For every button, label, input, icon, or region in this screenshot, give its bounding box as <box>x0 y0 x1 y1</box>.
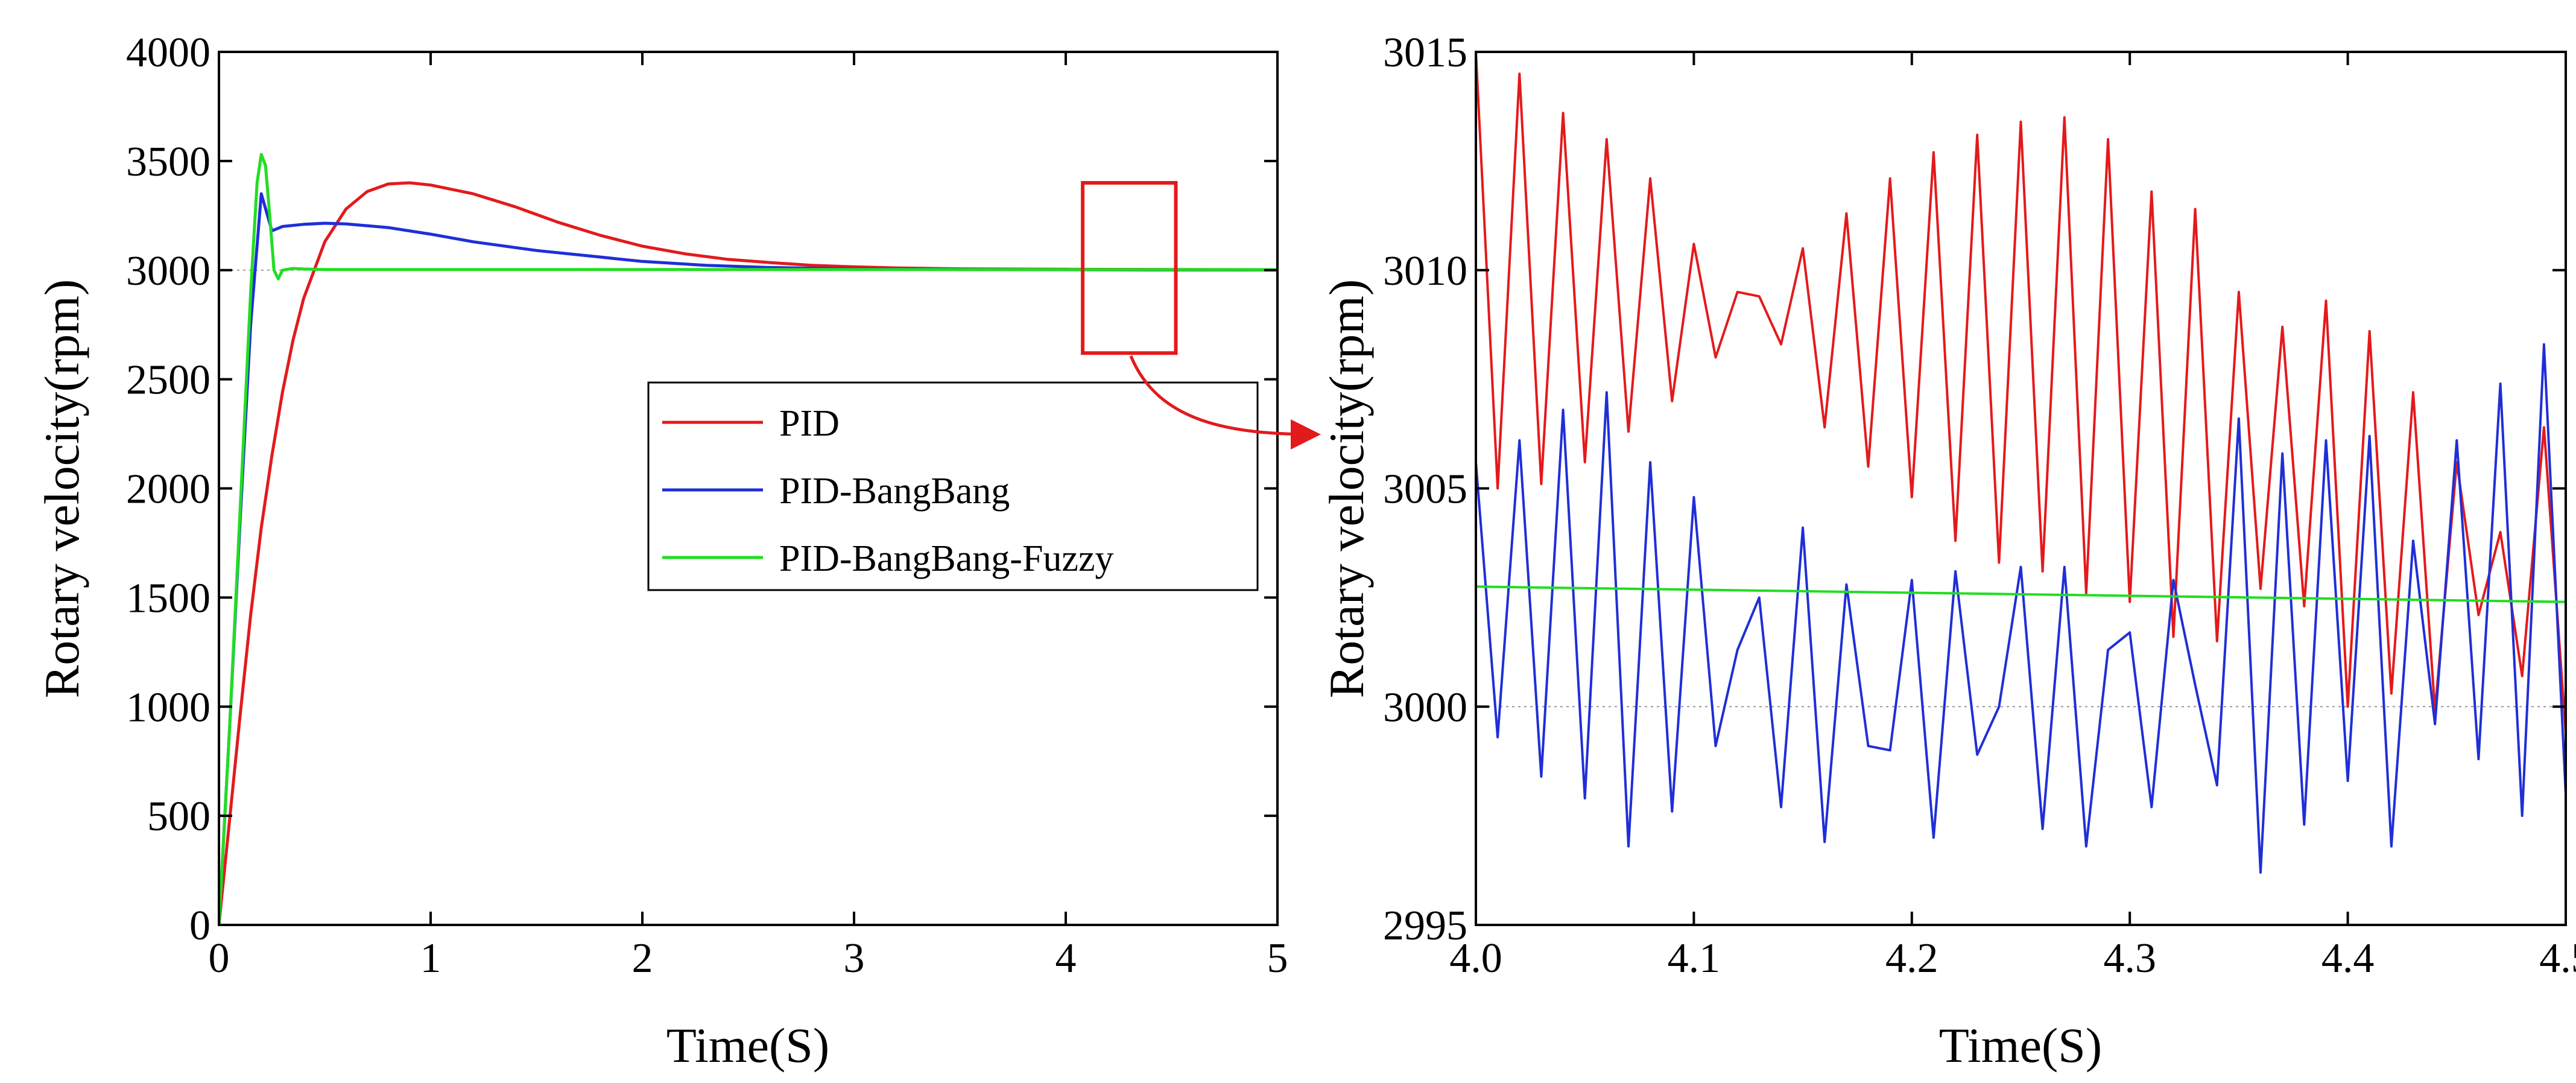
left-y-tick-label: 3500 <box>126 139 210 185</box>
zoom-connector-note: zoom: 4.0-4.5 s, 2995-3015 rpm <box>0 0 8 1</box>
left-x-axis-label: Time(S) <box>666 1018 829 1073</box>
right-x-tick-label: 4.5 <box>2539 935 2576 982</box>
right-y-axis-label: Rotary velocity(rpm) <box>1319 279 1374 699</box>
right-x-tick-label: 4.0 <box>1449 935 1502 982</box>
left-series-group <box>219 153 1277 925</box>
legend: PID PID-BangBang PID-BangBang-Fuzzy <box>647 381 1259 591</box>
left-y-tick-label: 2500 <box>126 357 210 404</box>
left-series-line-pid <box>219 181 1277 925</box>
left-series-line-pid-bangbang-fuzzy <box>219 153 1277 925</box>
right-series-line-pid-bangbang <box>1476 343 2566 874</box>
left-x-tick-label: 1 <box>420 935 441 982</box>
left-x-tick-label: 2 <box>632 935 653 982</box>
legend-label-pid-bangbang: PID-BangBang <box>779 471 1010 512</box>
left-x-tick-label: 5 <box>1267 935 1288 982</box>
left-x-tick-label: 0 <box>209 935 230 982</box>
right-series-line-pid <box>1476 52 2566 733</box>
left-y-tick-label: 0 <box>189 903 210 949</box>
full-response-chart: 0 1 2 3 4 5 0 500 1000 1500 2000 2500 3000 3500 4000 T… <box>34 30 1288 1073</box>
right-x-tick-label: 4.4 <box>2321 935 2375 982</box>
right-x-tick-label: 4.2 <box>1885 935 1938 982</box>
legend-label-pid-bangbang-fuzzy: PID-BangBang-Fuzzy <box>779 538 1113 579</box>
left-y-tick-label: 500 <box>147 793 210 840</box>
right-y-tick-label: 3010 <box>1383 248 1467 294</box>
legend-box <box>647 381 1259 591</box>
right-series-group <box>1476 52 2566 874</box>
right-series-line-pid-bangbang-fuzzy <box>1476 585 2566 603</box>
right-x-axis-label: Time(S) <box>1939 1018 2102 1073</box>
right-ticks: 4.0 4.1 4.2 4.3 4.4 4.5 2995 3000 3005 3010 3015 <box>1383 30 2576 982</box>
left-x-tick-label: 3 <box>844 935 865 982</box>
right-x-tick-label: 4.1 <box>1668 935 1721 982</box>
left-y-tick-label: 2000 <box>126 466 210 513</box>
left-y-tick-label: 4000 <box>126 30 210 76</box>
right-plot-frame <box>1475 51 2567 926</box>
right-y-tick-label: 2995 <box>1383 903 1467 949</box>
right-x-tick-label: 4.3 <box>2103 935 2156 982</box>
right-y-tick-label: 3015 <box>1383 30 1467 76</box>
left-y-tick-label: 1000 <box>126 684 210 731</box>
left-y-tick-label: 1500 <box>126 575 210 621</box>
left-plot-frame <box>218 51 1279 926</box>
left-y-axis-label: Rotary velocity(rpm) <box>34 279 89 699</box>
legend-label-pid: PID <box>779 403 840 444</box>
left-ticks: 0 1 2 3 4 5 0 500 1000 1500 2000 2500 3000 3500 4000 <box>126 30 1288 982</box>
zoom-connector-arrow <box>1129 355 1321 449</box>
zoomed-response-chart: 4.0 4.1 4.2 4.3 4.4 4.5 2995 3000 3005 3010 3015 T… <box>1319 30 2576 1073</box>
left-y-tick-label: 3000 <box>126 248 210 294</box>
zoom-box <box>1081 181 1178 355</box>
left-x-tick-label: 4 <box>1055 935 1077 982</box>
right-y-tick-label: 3005 <box>1383 466 1467 513</box>
right-y-tick-label: 3000 <box>1383 684 1467 731</box>
